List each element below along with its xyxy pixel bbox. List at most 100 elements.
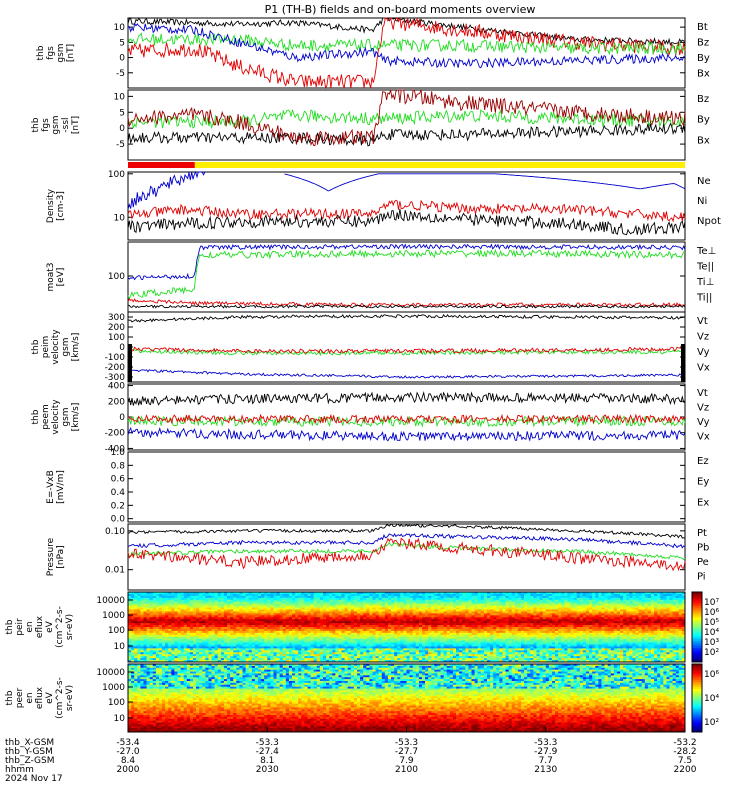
series-temp-3 [128, 304, 686, 309]
legend-temp: Ti⊥ [696, 277, 714, 288]
ylabel-peim: [km/s] [71, 333, 81, 362]
xaxis-value: -27.7 [395, 747, 418, 757]
ylabel-peem: gsm [61, 407, 71, 426]
panel-peir: 10000 1000 100 10 thb peir en eflux eV (cm^2-s-sr… [5, 591, 719, 663]
colorbar-tick-peir: 10³ [704, 638, 719, 648]
ytick-label-pressure: 0.01 [105, 566, 125, 576]
legend-peem: Vx [697, 432, 710, 443]
ytick-label-fgs_ssl: 10 [114, 92, 126, 102]
ytick-label-fgs_ssl: 5 [119, 108, 125, 118]
ylabel-fgs_ssl: fgs [41, 118, 51, 132]
ytick-label-peim: 0 [119, 343, 125, 353]
legend-temp: Te|| [696, 262, 714, 273]
colorbar-tick-peir: 10⁶ [704, 608, 719, 618]
series-peim-0 [127, 313, 686, 323]
ytick-label-efield: 0.8 [111, 461, 126, 471]
ylabel-peem: peem [41, 404, 51, 430]
legend-density: Npot [697, 216, 721, 227]
legend-efield: Ex [697, 497, 709, 508]
ytick-label-peem: 200 [108, 397, 125, 407]
x-axis-labels: thb_X-GSM -53.4 -53.3 -53.3 -53.3 -53.2 thb_Y-… [5, 727, 697, 784]
legend-peim: Vt [697, 316, 708, 327]
series-density-3 [127, 208, 686, 236]
frame-fgs_ssl [127, 89, 686, 161]
ytick-label-peem: -200 [105, 429, 126, 439]
xaxis-value: 2100 [395, 765, 418, 775]
ylabel-peir: en [25, 621, 35, 632]
ylabel-fgs: gsm [56, 43, 66, 62]
figure-title: P1 (TH-B) fields and on-board moments ov… [265, 3, 536, 16]
ytick-label-peer: 10000 [96, 668, 125, 678]
xaxis-value: 8.1 [260, 756, 274, 766]
edge-marker-right [681, 344, 685, 382]
series-peem-0 [127, 391, 686, 406]
legend-fgs_ssl: Bz [697, 94, 709, 105]
frame-peim [127, 311, 686, 383]
ylabel-density: Density [46, 188, 56, 223]
series-fgs-3 [127, 22, 686, 69]
colorbar-frame-peir [691, 591, 703, 663]
ylabel-peer: en [25, 692, 35, 703]
ytick-label-density: 100 [108, 170, 125, 180]
ytick-label-peim: -100 [105, 353, 126, 363]
series-fgs_ssl-0 [127, 108, 686, 130]
series-fgs-2 [127, 32, 686, 56]
ylabel-pressure: Pressure [46, 537, 56, 576]
xaxis-row-name: hhmm [5, 765, 34, 775]
legend-fgs: Bz [697, 38, 709, 49]
heatmap-peer [128, 664, 686, 733]
legend-pressure: Pe [697, 557, 709, 568]
series-density-2 [127, 199, 686, 223]
ytick-label-efield: 0.6 [111, 475, 126, 485]
ytick-label-peir: 100 [108, 626, 125, 636]
ylabel-fgs: [nT] [66, 44, 76, 62]
ytick-label-peim: -300 [105, 373, 126, 383]
legend-fgs_ssl: By [697, 115, 710, 126]
legend-temp: Ti|| [696, 293, 712, 304]
ytick-label-peem: 400 [108, 382, 125, 392]
xaxis-value: -53.2 [673, 738, 696, 748]
xaxis-value: 7.7 [539, 756, 553, 766]
colorbar-tick-peir: 10⁴ [704, 628, 719, 638]
ylabel-peer: (cm^2-s- [55, 677, 65, 719]
series-pressure-0 [127, 523, 686, 539]
panel-temp: 100 Te⊥ Te|| Ti⊥ Ti|| moat3 [eV] [46, 241, 716, 313]
ylabel-pressure: [nPa] [56, 545, 66, 568]
ylabel-temp: moat3 [46, 262, 56, 291]
panel-efield: 1.0 0.8 0.6 0.4 0.2 0.0 Ez Ey Ex E=-VxB [mV/m] [46, 448, 709, 525]
xaxis-value: 7.5 [678, 756, 692, 766]
ylabel-fgs: thb [36, 45, 46, 60]
ytick-label-peim: 200 [108, 323, 125, 333]
ytick-label-density: 10 [114, 213, 126, 223]
series-density-1 [284, 173, 686, 192]
ytick-label-peem: 0 [119, 413, 125, 423]
colorbar-tick-peir: 10⁵ [704, 618, 719, 628]
legend-fgs: Bt [697, 22, 708, 33]
status-bar [128, 162, 685, 168]
ytick-label-fgs: 5 [119, 38, 125, 48]
colorbar-peer: 10⁶ 10⁴ 10² [691, 663, 719, 733]
legend-peem: Vy [697, 417, 710, 428]
legend-density: Ne [697, 176, 711, 187]
series-temp-2 [127, 297, 686, 308]
heatmap-peir [128, 592, 686, 663]
ylabel-peir: (cm^2-s- [55, 606, 65, 648]
xaxis-row-name: thb_X-GSM [5, 738, 54, 748]
legend-temp: Te⊥ [696, 246, 716, 257]
series-peem-3 [127, 426, 686, 442]
xaxis-value: 7.9 [399, 756, 414, 766]
ylabel-peim: thb [31, 339, 41, 354]
xaxis-value: 2200 [674, 765, 697, 775]
ylabel-peem: thb [31, 409, 41, 424]
xaxis-value: -27.9 [534, 747, 558, 757]
series-pressure-1 [127, 533, 686, 549]
series-peem-2 [127, 413, 686, 425]
xaxis-row-name: thb_Y-GSM [5, 747, 53, 757]
ytick-label-peer: 100 [108, 698, 125, 708]
xaxis-value: 2130 [534, 765, 557, 775]
ylabel-peir: peir [15, 618, 25, 636]
xaxis-value: -27.0 [116, 747, 140, 757]
legend-efield: Ez [697, 456, 709, 467]
